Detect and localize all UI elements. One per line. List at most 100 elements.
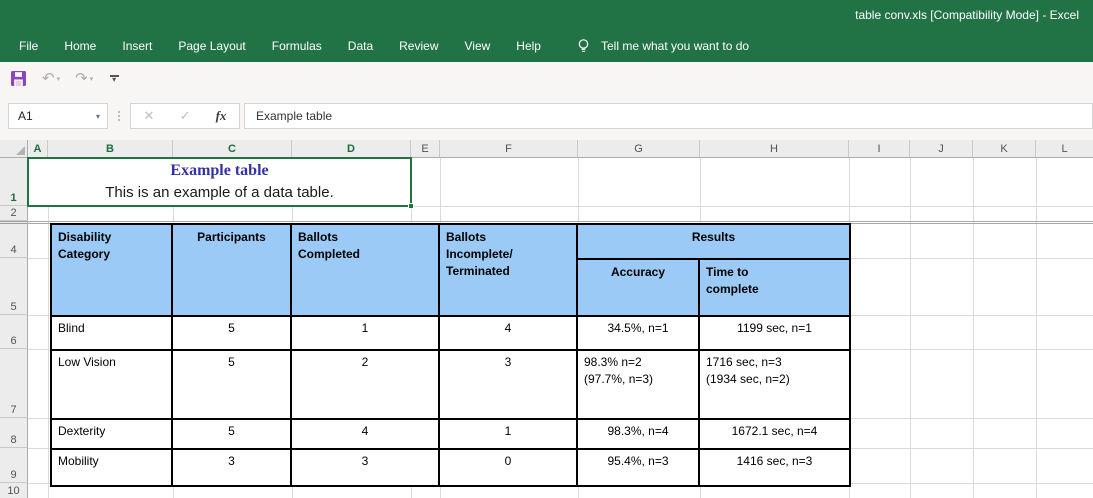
save-button[interactable] [10, 70, 27, 87]
cell-blind-incomplete[interactable]: 4 [440, 317, 578, 351]
ribbon-tab-formulas[interactable]: Formulas [271, 39, 322, 53]
row-header-6[interactable]: 6 [0, 315, 28, 349]
header-cell-ballots-incomplete[interactable]: Ballots Incomplete/ Terminated [440, 225, 578, 317]
header-cell-ballots-completed[interactable]: Ballots Completed [292, 225, 440, 317]
row-header-9[interactable]: 9 [0, 448, 28, 483]
gridline [1036, 158, 1037, 498]
cell-low-vision-time[interactable]: 1716 sec, n=3 (1934 sec, n=2) [700, 351, 849, 420]
gridline [973, 158, 974, 498]
cell-low-vision-participants[interactable]: 5 [173, 351, 292, 420]
cell-mobility-completed[interactable]: 3 [292, 450, 440, 485]
cancel-icon[interactable]: ✕ [143, 108, 155, 123]
customize-qat-icon [109, 74, 119, 77]
column-header-d[interactable]: D [292, 140, 411, 158]
cell-blind-completed[interactable]: 1 [292, 317, 440, 351]
hidden-row-3-marker[interactable] [0, 221, 28, 224]
cell-dexterity-time[interactable]: 1672.1 sec, n=4 [700, 420, 849, 450]
header-cell-time-to-complete[interactable]: Time to complete [700, 260, 849, 317]
cell-dexterity-completed[interactable]: 4 [292, 420, 440, 450]
hidden-row-gridline [28, 221, 1093, 222]
cell-blind-category[interactable]: Blind [52, 317, 173, 351]
row-header-4[interactable]: 4 [0, 224, 28, 258]
tell-me-box[interactable]: Tell me what you want to do [576, 38, 749, 54]
undo-button[interactable]: ↶ ▾ [42, 71, 60, 86]
ribbon-tab-review[interactable]: Review [399, 39, 439, 53]
cell-blind-time[interactable]: 1199 sec, n=1 [700, 317, 849, 351]
ribbon-tab-data[interactable]: Data [347, 39, 374, 53]
select-all-icon [16, 146, 25, 155]
gridline [910, 158, 911, 498]
row-header-5[interactable]: 5 [0, 258, 28, 315]
cell-low-vision-accuracy[interactable]: 98.3% n=2 (97.7%, n=3) [578, 351, 700, 420]
undo-dropdown-chevron-icon[interactable]: ▾ [56, 75, 61, 83]
gridline [28, 206, 1093, 207]
cell-dexterity-participants[interactable]: 5 [173, 420, 292, 450]
cell-dexterity-category[interactable]: Dexterity [52, 420, 173, 450]
column-header-h[interactable]: H [700, 140, 849, 158]
row-header-1[interactable]: 1 [0, 158, 28, 206]
column-header-c[interactable]: C [173, 140, 292, 158]
column-header-j[interactable]: J [910, 140, 973, 158]
selected-cell-a1[interactable]: Example table This is an example of a da… [27, 157, 414, 209]
select-all-button[interactable] [0, 140, 28, 158]
data-table: Disability Category Participants Ballots… [50, 223, 851, 487]
fill-handle[interactable] [408, 203, 414, 209]
name-box[interactable]: A1 ▾ [8, 103, 108, 129]
row-header-10[interactable]: 10 [0, 483, 28, 498]
redo-dropdown-chevron-icon[interactable]: ▾ [89, 75, 94, 83]
cell-mobility-participants[interactable]: 3 [173, 450, 292, 485]
cell-blind-participants[interactable]: 5 [173, 317, 292, 351]
formula-input[interactable]: Example table [244, 103, 1093, 129]
cell-low-vision-category[interactable]: Low Vision [52, 351, 173, 420]
ribbon-tab-file[interactable]: File [19, 39, 39, 53]
insert-function-icon[interactable]: fx [215, 108, 227, 123]
header-cell-accuracy[interactable]: Accuracy [578, 260, 700, 317]
ribbon-tab-view[interactable]: View [464, 39, 491, 53]
ribbon-tab-home[interactable]: Home [64, 39, 97, 53]
cell-low-vision-completed[interactable]: 2 [292, 351, 440, 420]
gridline [48, 158, 49, 498]
column-header-k[interactable]: K [973, 140, 1036, 158]
cell-dexterity-accuracy[interactable]: 98.3%, n=4 [578, 420, 700, 450]
cell-blind-accuracy[interactable]: 34.5%, n=1 [578, 317, 700, 351]
cell-low-vision-incomplete[interactable]: 3 [440, 351, 578, 420]
redo-icon: ↷ [75, 70, 88, 87]
column-header-i[interactable]: I [849, 140, 910, 158]
column-header-e[interactable]: E [411, 140, 440, 158]
cell-mobility-time[interactable]: 1416 sec, n=3 [736, 454, 813, 468]
ribbon-tab-help[interactable]: Help [516, 39, 541, 53]
name-box-dropdown-icon[interactable]: ▾ [95, 111, 100, 121]
column-header-a[interactable]: A [28, 140, 48, 158]
save-icon [11, 71, 26, 86]
document-title: table conv.xls [Compatibility Mode] - Ex… [855, 8, 1079, 22]
formula-bar-separator [108, 103, 130, 129]
cell-mobility-incomplete[interactable]: 0 [440, 450, 578, 485]
row-header-7[interactable]: 7 [0, 349, 28, 418]
tell-me-label: Tell me what you want to do [600, 39, 750, 53]
formula-value: Example table [256, 109, 333, 123]
cell-mobility-accuracy[interactable]: 95.4%, n=3 [578, 450, 700, 485]
formula-buttons: ✕ ✓ fx [130, 103, 240, 129]
lightbulb-icon [578, 39, 589, 52]
header-cell-disability-category[interactable]: Disability Category [52, 225, 173, 317]
ribbon-tab-insert[interactable]: Insert [122, 39, 153, 53]
cell-dexterity-incomplete[interactable]: 1 [440, 420, 578, 450]
worksheet-title: Example table [170, 162, 269, 179]
cell-mobility-category[interactable]: Mobility [52, 450, 173, 485]
row-header-2[interactable]: 2 [0, 206, 28, 221]
column-header-b[interactable]: B [48, 140, 173, 158]
worksheet-subtitle: This is an example of a data table. [105, 184, 334, 201]
header-cell-participants[interactable]: Participants [173, 225, 292, 317]
name-box-value: A1 [18, 109, 33, 123]
redo-button[interactable]: ↷ ▾ [75, 71, 93, 86]
enter-icon[interactable]: ✓ [179, 108, 191, 123]
ribbon-tab-page-layout[interactable]: Page Layout [178, 39, 246, 53]
row-header-8[interactable]: 8 [0, 418, 28, 448]
column-header-f[interactable]: F [440, 140, 578, 158]
column-header-g[interactable]: G [578, 140, 700, 158]
header-cell-results[interactable]: Results [578, 225, 849, 260]
title-bar: table conv.xls [Compatibility Mode] - Ex… [0, 0, 1093, 30]
column-header-l[interactable]: L [1036, 140, 1093, 158]
customize-quick-access-toolbar-button[interactable]: ▾ [108, 74, 120, 83]
